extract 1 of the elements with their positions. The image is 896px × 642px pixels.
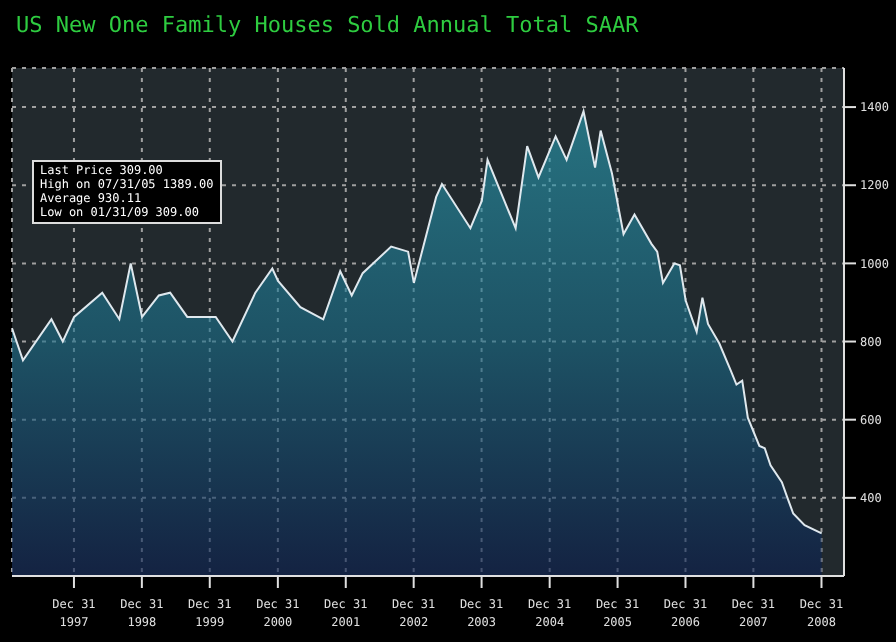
chart-title: US New One Family Houses Sold Annual Total SAAR: [16, 12, 639, 38]
